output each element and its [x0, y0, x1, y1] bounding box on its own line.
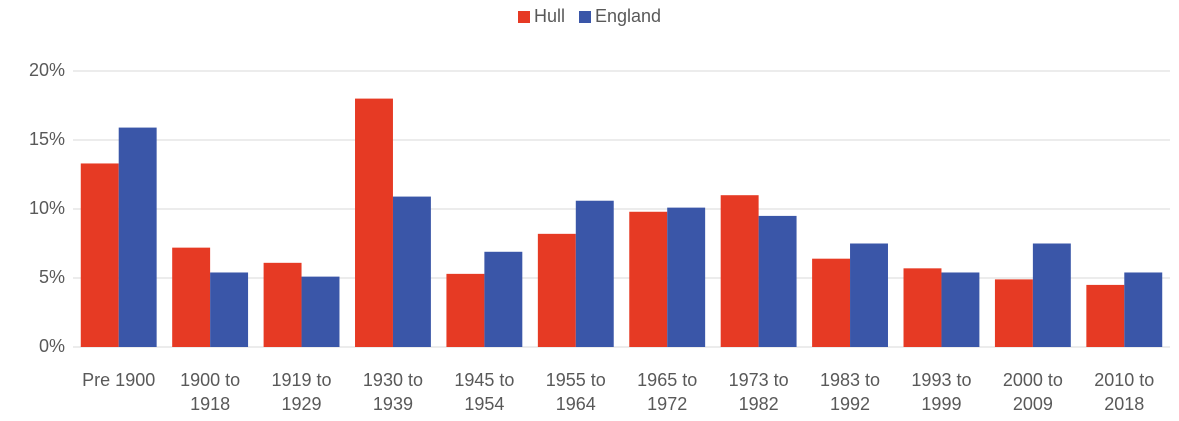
x-tick-label: 1983 to 1992 — [820, 370, 881, 414]
bar — [850, 243, 888, 347]
bar — [758, 215, 797, 347]
bar — [80, 163, 119, 347]
bar — [629, 211, 668, 347]
bar — [667, 207, 706, 347]
y-tick-label: 0% — [39, 336, 65, 356]
y-tick-label: 5% — [39, 267, 65, 287]
x-tick-label: 1955 to 1964 — [545, 370, 606, 414]
x-tick-label: 1930 to 1939 — [362, 370, 423, 414]
bar — [301, 276, 340, 347]
x-tick-label: 1973 to 1982 — [728, 370, 789, 414]
bar — [210, 272, 249, 347]
bar — [172, 247, 211, 347]
x-tick-label: 2010 to 2018 — [1094, 370, 1155, 414]
legend-swatch — [578, 10, 591, 23]
bar — [263, 262, 302, 347]
bar — [720, 195, 759, 347]
legend: Hull England — [0, 6, 1179, 27]
x-tick-label: Pre 1900 — [82, 370, 156, 390]
legend-item: England — [578, 6, 662, 27]
x-tick-label: 1900 to 1918 — [180, 370, 241, 414]
bar — [903, 268, 942, 347]
legend-swatch — [517, 10, 530, 23]
x-tick-label: 2000 to 2009 — [1002, 370, 1063, 414]
bar — [1124, 272, 1163, 347]
x-tick-label: 1993 to 1999 — [911, 370, 972, 414]
bar — [392, 196, 431, 347]
bar — [812, 258, 851, 347]
bar — [1032, 243, 1071, 347]
legend-item: Hull — [517, 6, 565, 27]
bar — [1086, 284, 1125, 347]
y-tick-label: 20% — [29, 60, 65, 80]
legend-label: England — [594, 6, 662, 26]
bar — [484, 251, 523, 347]
bar — [941, 272, 980, 347]
bar — [994, 279, 1033, 347]
bar — [355, 98, 393, 347]
y-tick-label: 10% — [29, 198, 65, 218]
bar — [537, 233, 576, 347]
x-tick-label: 1919 to 1929 — [271, 370, 332, 414]
bar — [575, 200, 614, 347]
x-tick-label: 1945 to 1954 — [454, 370, 515, 414]
legend-label: Hull — [533, 6, 565, 26]
y-tick-label: 15% — [29, 129, 65, 149]
bar — [446, 273, 485, 347]
bar — [118, 127, 157, 347]
x-tick-label: 1965 to 1972 — [637, 370, 698, 414]
